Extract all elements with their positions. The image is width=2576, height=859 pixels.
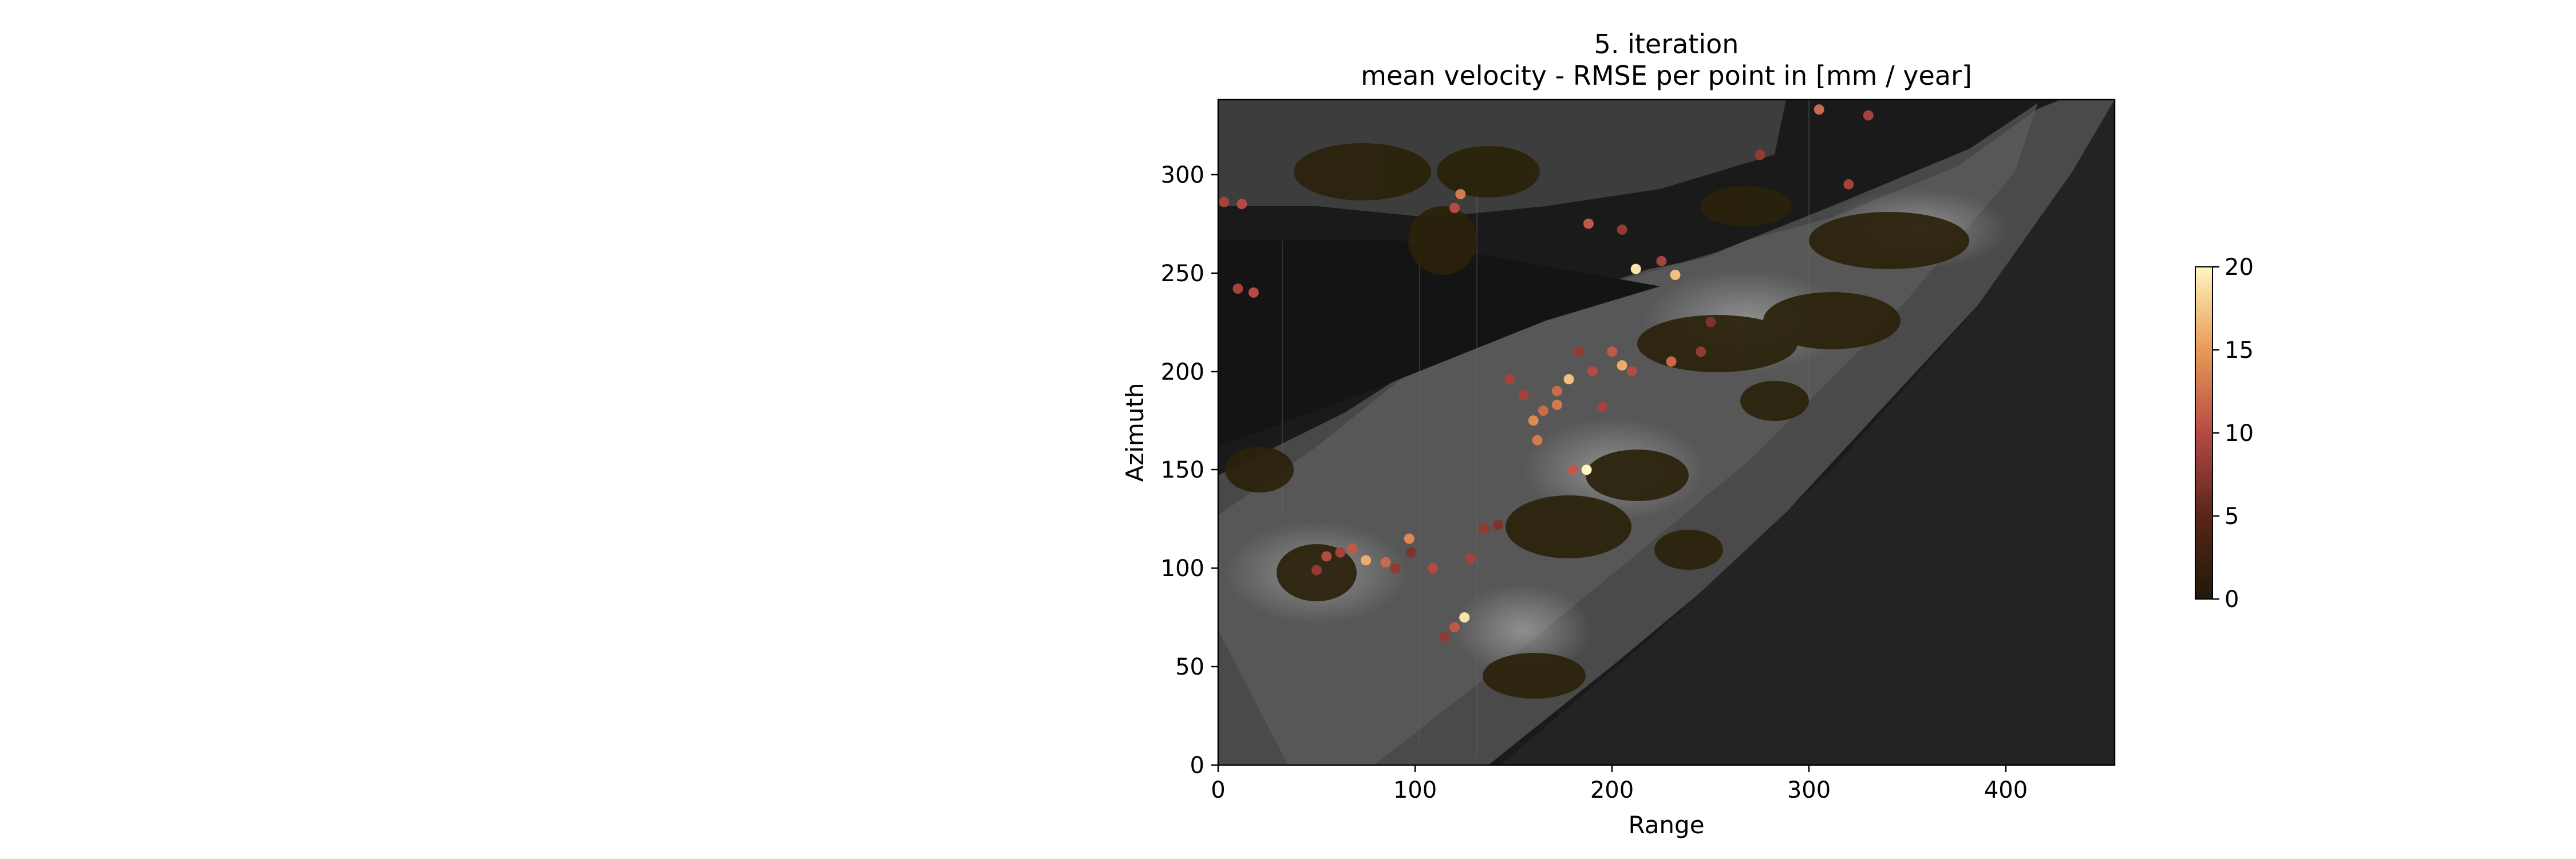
- x-axis-label: Range: [1628, 811, 1704, 839]
- y-tick-label: 0: [1190, 752, 1204, 779]
- ps-point: [1219, 196, 1230, 207]
- ps-point: [1248, 287, 1259, 298]
- ps-point: [1755, 149, 1765, 160]
- ps-point: [1311, 565, 1322, 576]
- ps-points: [1219, 104, 1874, 643]
- x-tick-label: 400: [1984, 777, 2028, 803]
- chart-subtitle: mean velocity - RMSE per point in [mm / …: [1361, 60, 1972, 91]
- x-tick-label: 0: [1211, 777, 1225, 803]
- colorbar-gradient: [2195, 266, 2213, 600]
- y-axis-label: Azimuth: [1121, 383, 1149, 482]
- y-tick-label: 200: [1161, 359, 1204, 385]
- y-tick-label: 100: [1161, 555, 1204, 582]
- ps-point: [1696, 346, 1706, 357]
- ps-point: [1439, 632, 1450, 643]
- ps-point: [1551, 385, 1562, 396]
- plot-frame: [1217, 98, 2116, 766]
- ps-point: [1532, 435, 1543, 446]
- ps-point: [1607, 346, 1618, 357]
- ps-point: [1321, 551, 1332, 562]
- ps-point: [1630, 263, 1641, 274]
- ps-point: [1551, 399, 1562, 410]
- ps-point: [1581, 464, 1592, 475]
- ps-point: [1617, 360, 1627, 371]
- ps-point: [1814, 104, 1824, 115]
- ps-point: [1428, 563, 1439, 574]
- y-axis: 0 50 100 150 200 250 300 Azimuth: [1121, 162, 1218, 779]
- ps-point: [1236, 199, 1247, 210]
- ps-point: [1587, 366, 1598, 377]
- ps-point: [1455, 189, 1466, 200]
- y-tick-label: 150: [1161, 457, 1204, 483]
- ps-point: [1404, 533, 1415, 544]
- ps-point: [1492, 519, 1503, 530]
- y-tick-label: 300: [1161, 162, 1204, 188]
- x-tick-label: 300: [1787, 777, 1831, 803]
- sar-amplitude-image: [1218, 100, 2115, 765]
- ps-point: [1843, 179, 1854, 190]
- ps-point: [1573, 346, 1584, 357]
- ps-point: [1504, 374, 1515, 385]
- ps-point: [1863, 110, 1874, 121]
- ps-point: [1347, 543, 1358, 554]
- ps-point: [1390, 563, 1401, 574]
- ps-point: [1567, 464, 1578, 475]
- colorbar: 0 5 10 15 20: [2195, 254, 2254, 613]
- y-tick-label: 250: [1161, 261, 1204, 287]
- ps-point: [1518, 389, 1529, 400]
- x-axis: 0 100 200 300 400 Range: [1211, 765, 2028, 839]
- ps-point: [1656, 255, 1667, 266]
- ps-point: [1538, 405, 1548, 416]
- ps-point: [1705, 317, 1716, 328]
- ps-point: [1380, 557, 1391, 568]
- ps-point: [1361, 555, 1372, 566]
- ps-point: [1465, 553, 1476, 564]
- chart-title: 5. iteration: [1594, 29, 1739, 60]
- ps-point: [1617, 224, 1627, 235]
- ps-point: [1597, 401, 1608, 412]
- x-tick-label: 100: [1393, 777, 1437, 803]
- ps-point: [1670, 269, 1681, 280]
- ps-point: [1626, 366, 1637, 377]
- ps-point: [1563, 374, 1574, 385]
- colorbar-tick-label: 20: [2225, 254, 2254, 281]
- colorbar-tick-label: 0: [2225, 586, 2239, 613]
- ps-point: [1479, 523, 1490, 534]
- ps-point: [1232, 283, 1243, 294]
- ps-point: [1459, 612, 1470, 623]
- ps-point: [1528, 415, 1539, 426]
- colorbar-tick-label: 15: [2225, 337, 2254, 364]
- colorbar-tick-label: 10: [2225, 420, 2254, 447]
- ps-point: [1583, 218, 1594, 229]
- ps-point: [1335, 547, 1346, 558]
- colorbar-tick-label: 5: [2225, 503, 2239, 530]
- ps-point: [1449, 622, 1460, 633]
- x-tick-label: 200: [1590, 777, 1634, 803]
- y-tick-label: 50: [1175, 654, 1204, 680]
- ps-point: [1666, 356, 1677, 367]
- ps-point: [1449, 203, 1460, 214]
- ps-point: [1406, 547, 1417, 558]
